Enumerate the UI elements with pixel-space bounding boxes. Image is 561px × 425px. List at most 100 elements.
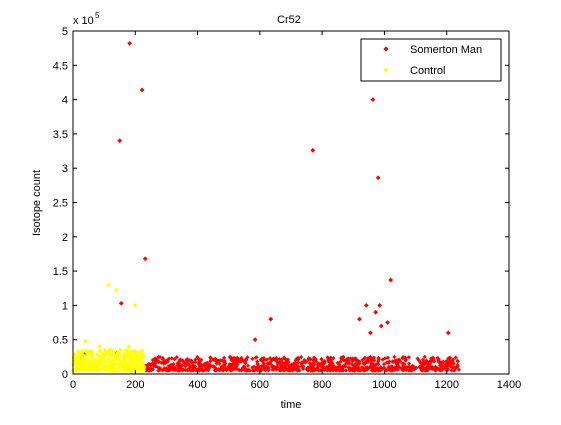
point-control <box>89 348 94 354</box>
point-somerton-man <box>223 361 228 366</box>
point-control <box>101 351 106 357</box>
point-somerton-man <box>378 364 383 370</box>
point-somerton-man <box>189 360 195 365</box>
point-control <box>126 344 132 350</box>
point-control <box>118 367 123 373</box>
point-somerton-man <box>250 356 255 362</box>
point-control <box>132 302 138 308</box>
point-somerton-man <box>259 364 264 369</box>
point-somerton-man <box>172 357 177 362</box>
point-somerton-man <box>184 357 189 362</box>
point-control <box>107 366 112 371</box>
point-somerton-man <box>327 365 332 370</box>
point-control <box>90 366 95 371</box>
point-somerton-man <box>392 367 397 373</box>
point-somerton-man <box>118 300 124 306</box>
point-somerton-man <box>456 367 462 372</box>
point-somerton-man <box>328 360 333 365</box>
point-control <box>78 352 83 357</box>
x-tick-label: 0 <box>70 379 76 391</box>
point-somerton-man <box>166 363 171 369</box>
point-somerton-man <box>283 366 288 371</box>
point-somerton-man <box>269 362 274 368</box>
point-somerton-man <box>401 364 407 370</box>
point-somerton-man <box>220 368 226 373</box>
point-somerton-man <box>387 359 392 364</box>
point-somerton-man <box>146 362 151 367</box>
point-somerton-man <box>423 368 429 373</box>
point-somerton-man <box>378 323 384 329</box>
point-somerton-man <box>406 355 412 360</box>
x-tick-label: 800 <box>313 379 331 391</box>
point-somerton-man <box>435 366 440 371</box>
point-somerton-man <box>192 359 198 365</box>
y-tick-label: 1 <box>62 300 68 312</box>
point-somerton-man <box>400 361 406 366</box>
point-somerton-man <box>230 362 235 368</box>
point-control <box>117 358 122 364</box>
data-points <box>70 40 462 373</box>
point-somerton-man <box>303 360 308 365</box>
point-somerton-man <box>217 361 222 367</box>
point-control <box>110 365 116 370</box>
point-somerton-man <box>139 87 145 93</box>
point-control <box>115 351 120 357</box>
point-control <box>80 367 85 373</box>
point-control <box>139 355 144 361</box>
point-control <box>99 362 104 367</box>
point-control <box>87 367 92 373</box>
legend-label-somerton-man: Somerton Man <box>410 44 482 56</box>
point-somerton-man <box>165 367 170 373</box>
point-somerton-man <box>399 366 404 371</box>
point-somerton-man <box>373 309 379 315</box>
point-somerton-man <box>127 40 133 46</box>
point-somerton-man <box>418 360 423 365</box>
y-tick-label: 3.5 <box>53 129 68 141</box>
point-somerton-man <box>208 359 213 364</box>
y-axis-label: Isotope count <box>31 170 43 236</box>
point-somerton-man <box>367 355 373 361</box>
point-somerton-man <box>156 368 161 373</box>
point-control <box>116 362 122 368</box>
point-somerton-man <box>347 368 352 373</box>
point-somerton-man <box>261 355 267 361</box>
point-somerton-man <box>407 364 412 369</box>
point-somerton-man <box>228 355 233 361</box>
point-control <box>86 356 91 362</box>
point-control <box>98 348 103 354</box>
point-somerton-man <box>282 361 287 366</box>
point-somerton-man <box>287 368 292 373</box>
point-somerton-man <box>294 367 300 373</box>
point-control <box>75 364 80 369</box>
y-tick-label: 2.5 <box>53 198 68 210</box>
point-somerton-man <box>247 368 253 373</box>
point-somerton-man <box>202 364 207 369</box>
point-somerton-man <box>372 363 377 368</box>
point-somerton-man <box>213 358 218 363</box>
point-control <box>139 360 145 366</box>
point-somerton-man <box>398 359 403 364</box>
point-somerton-man <box>264 357 270 362</box>
point-somerton-man <box>219 358 225 363</box>
x-tick-label: 1400 <box>497 379 521 391</box>
point-somerton-man <box>156 359 161 365</box>
point-somerton-man <box>245 363 251 368</box>
point-control <box>122 348 128 353</box>
point-somerton-man <box>304 366 309 372</box>
point-somerton-man <box>420 357 426 362</box>
point-control <box>96 362 101 368</box>
point-somerton-man <box>237 359 243 364</box>
point-control <box>112 356 117 362</box>
point-somerton-man <box>275 359 280 364</box>
point-somerton-man <box>278 365 283 371</box>
point-control <box>82 338 88 344</box>
point-somerton-man <box>307 361 312 366</box>
point-control <box>96 344 102 350</box>
point-control <box>133 365 138 371</box>
point-somerton-man <box>436 359 442 364</box>
point-control <box>98 367 103 373</box>
point-somerton-man <box>452 368 457 373</box>
point-somerton-man <box>177 357 183 362</box>
